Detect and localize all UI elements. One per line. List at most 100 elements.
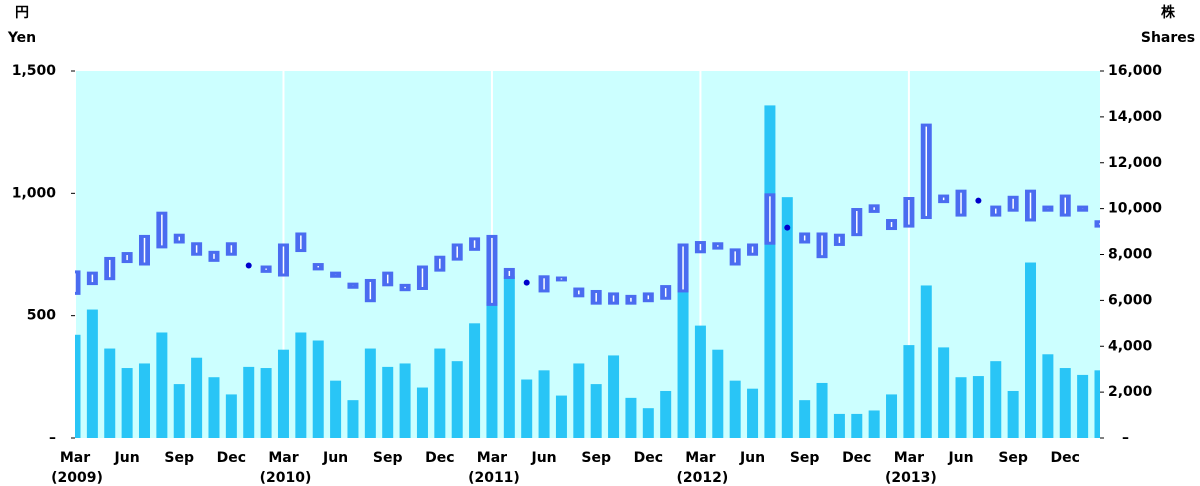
- x-tick-label: Sep: [581, 450, 611, 466]
- price-range: [382, 271, 394, 287]
- volume-bar: [625, 397, 637, 438]
- volume-bar: [260, 368, 272, 438]
- y2-tick-label: 16,000: [1108, 63, 1162, 79]
- x-tick-label: Sep: [373, 450, 403, 466]
- volume-bar: [972, 376, 984, 438]
- price-range: [1094, 220, 1100, 228]
- price-range: [434, 255, 446, 272]
- volume-bar: [555, 395, 567, 438]
- y-axis-title: Yen: [7, 30, 36, 46]
- volume-bar: [173, 384, 185, 438]
- volume-bar: [399, 363, 411, 438]
- volume-bar: [75, 334, 81, 438]
- price-range: [886, 219, 898, 231]
- y2-axis-title-top: 株: [1161, 4, 1176, 21]
- price-range: [816, 232, 828, 259]
- price-range: [764, 193, 776, 245]
- price-dot: [784, 224, 791, 231]
- price-range: [747, 243, 759, 256]
- volume-bar: [451, 361, 463, 438]
- x-tick-label: Jun: [322, 450, 348, 466]
- x-year-label: (2009): [51, 470, 103, 486]
- x-tick-label: Dec: [425, 450, 454, 466]
- volume-bar: [886, 394, 898, 438]
- volume-bar: [608, 355, 620, 438]
- price-range: [1042, 205, 1054, 212]
- price-range: [156, 211, 168, 249]
- volume-bar: [1042, 354, 1054, 438]
- price-range: [399, 283, 411, 292]
- x-tick-label: Jun: [739, 450, 765, 466]
- volume-bar: [660, 390, 672, 438]
- price-range: [330, 271, 342, 278]
- price-range: [694, 241, 706, 254]
- volume-bar: [990, 361, 1002, 438]
- price-range: [712, 242, 724, 250]
- price-range: [347, 282, 359, 289]
- volume-bar: [225, 394, 237, 438]
- price-range: [590, 289, 602, 305]
- y2-tick-label: 12,000: [1108, 155, 1162, 171]
- volume-bar: [86, 309, 98, 438]
- price-dot: [975, 197, 982, 204]
- x-tick-label: Jun: [114, 450, 140, 466]
- y-tick-label: –: [49, 430, 56, 446]
- price-range: [469, 237, 481, 251]
- volume-bar: [747, 388, 759, 438]
- volume-bar: [1025, 262, 1037, 438]
- x-tick-label: Sep: [164, 450, 194, 466]
- price-range: [86, 271, 98, 286]
- volume-bar: [330, 380, 342, 438]
- price-range: [555, 276, 567, 282]
- price-range: [75, 270, 81, 295]
- price-range: [642, 292, 654, 303]
- volume-bar: [208, 377, 220, 438]
- price-range: [677, 243, 689, 293]
- price-range: [955, 189, 967, 217]
- x-tick-label: Mar: [477, 450, 507, 466]
- volume-bar: [1059, 368, 1071, 438]
- volume-bar: [938, 347, 950, 438]
- price-range: [625, 294, 637, 305]
- volume-bar: [104, 348, 116, 438]
- price-box: [1094, 220, 1100, 228]
- price-range: [486, 234, 498, 306]
- y2-tick-label: –: [1122, 430, 1129, 446]
- volume-bar: [712, 349, 724, 438]
- volume-bar: [503, 276, 515, 438]
- price-range: [990, 205, 1002, 217]
- volume-bar: [469, 323, 481, 438]
- price-range: [938, 194, 950, 204]
- price-range: [277, 243, 289, 277]
- volume-bar: [277, 349, 289, 438]
- price-range: [903, 197, 915, 228]
- y2-tick-label: 8,000: [1108, 247, 1153, 263]
- volume-bar: [434, 348, 446, 438]
- price-range: [312, 263, 324, 271]
- price-range: [608, 292, 620, 305]
- price-range: [538, 275, 550, 293]
- volume-bar: [920, 285, 932, 438]
- volume-bar: [486, 301, 498, 438]
- volume-bar: [521, 379, 533, 438]
- price-range: [833, 233, 845, 246]
- x-tick-label: Sep: [790, 450, 820, 466]
- x-year-label: (2011): [468, 470, 520, 486]
- volume-bar: [416, 387, 428, 438]
- x-tick-label: Jun: [530, 450, 556, 466]
- y2-tick-label: 14,000: [1108, 109, 1162, 125]
- volume-bar: [590, 384, 602, 438]
- y2-tick-label: 2,000: [1108, 384, 1153, 400]
- x-year-label: (2010): [260, 470, 312, 486]
- y2-tick-label: 6,000: [1108, 292, 1153, 308]
- volume-bar: [347, 400, 359, 438]
- volume-bar: [138, 363, 150, 438]
- volume-bar: [781, 197, 793, 438]
- price-range: [416, 265, 428, 290]
- volume-bar: [156, 332, 168, 438]
- price-range: [295, 232, 307, 253]
- price-range: [1025, 189, 1037, 222]
- price-range: [225, 242, 237, 256]
- volume-bar: [573, 363, 585, 438]
- price-range: [660, 285, 672, 300]
